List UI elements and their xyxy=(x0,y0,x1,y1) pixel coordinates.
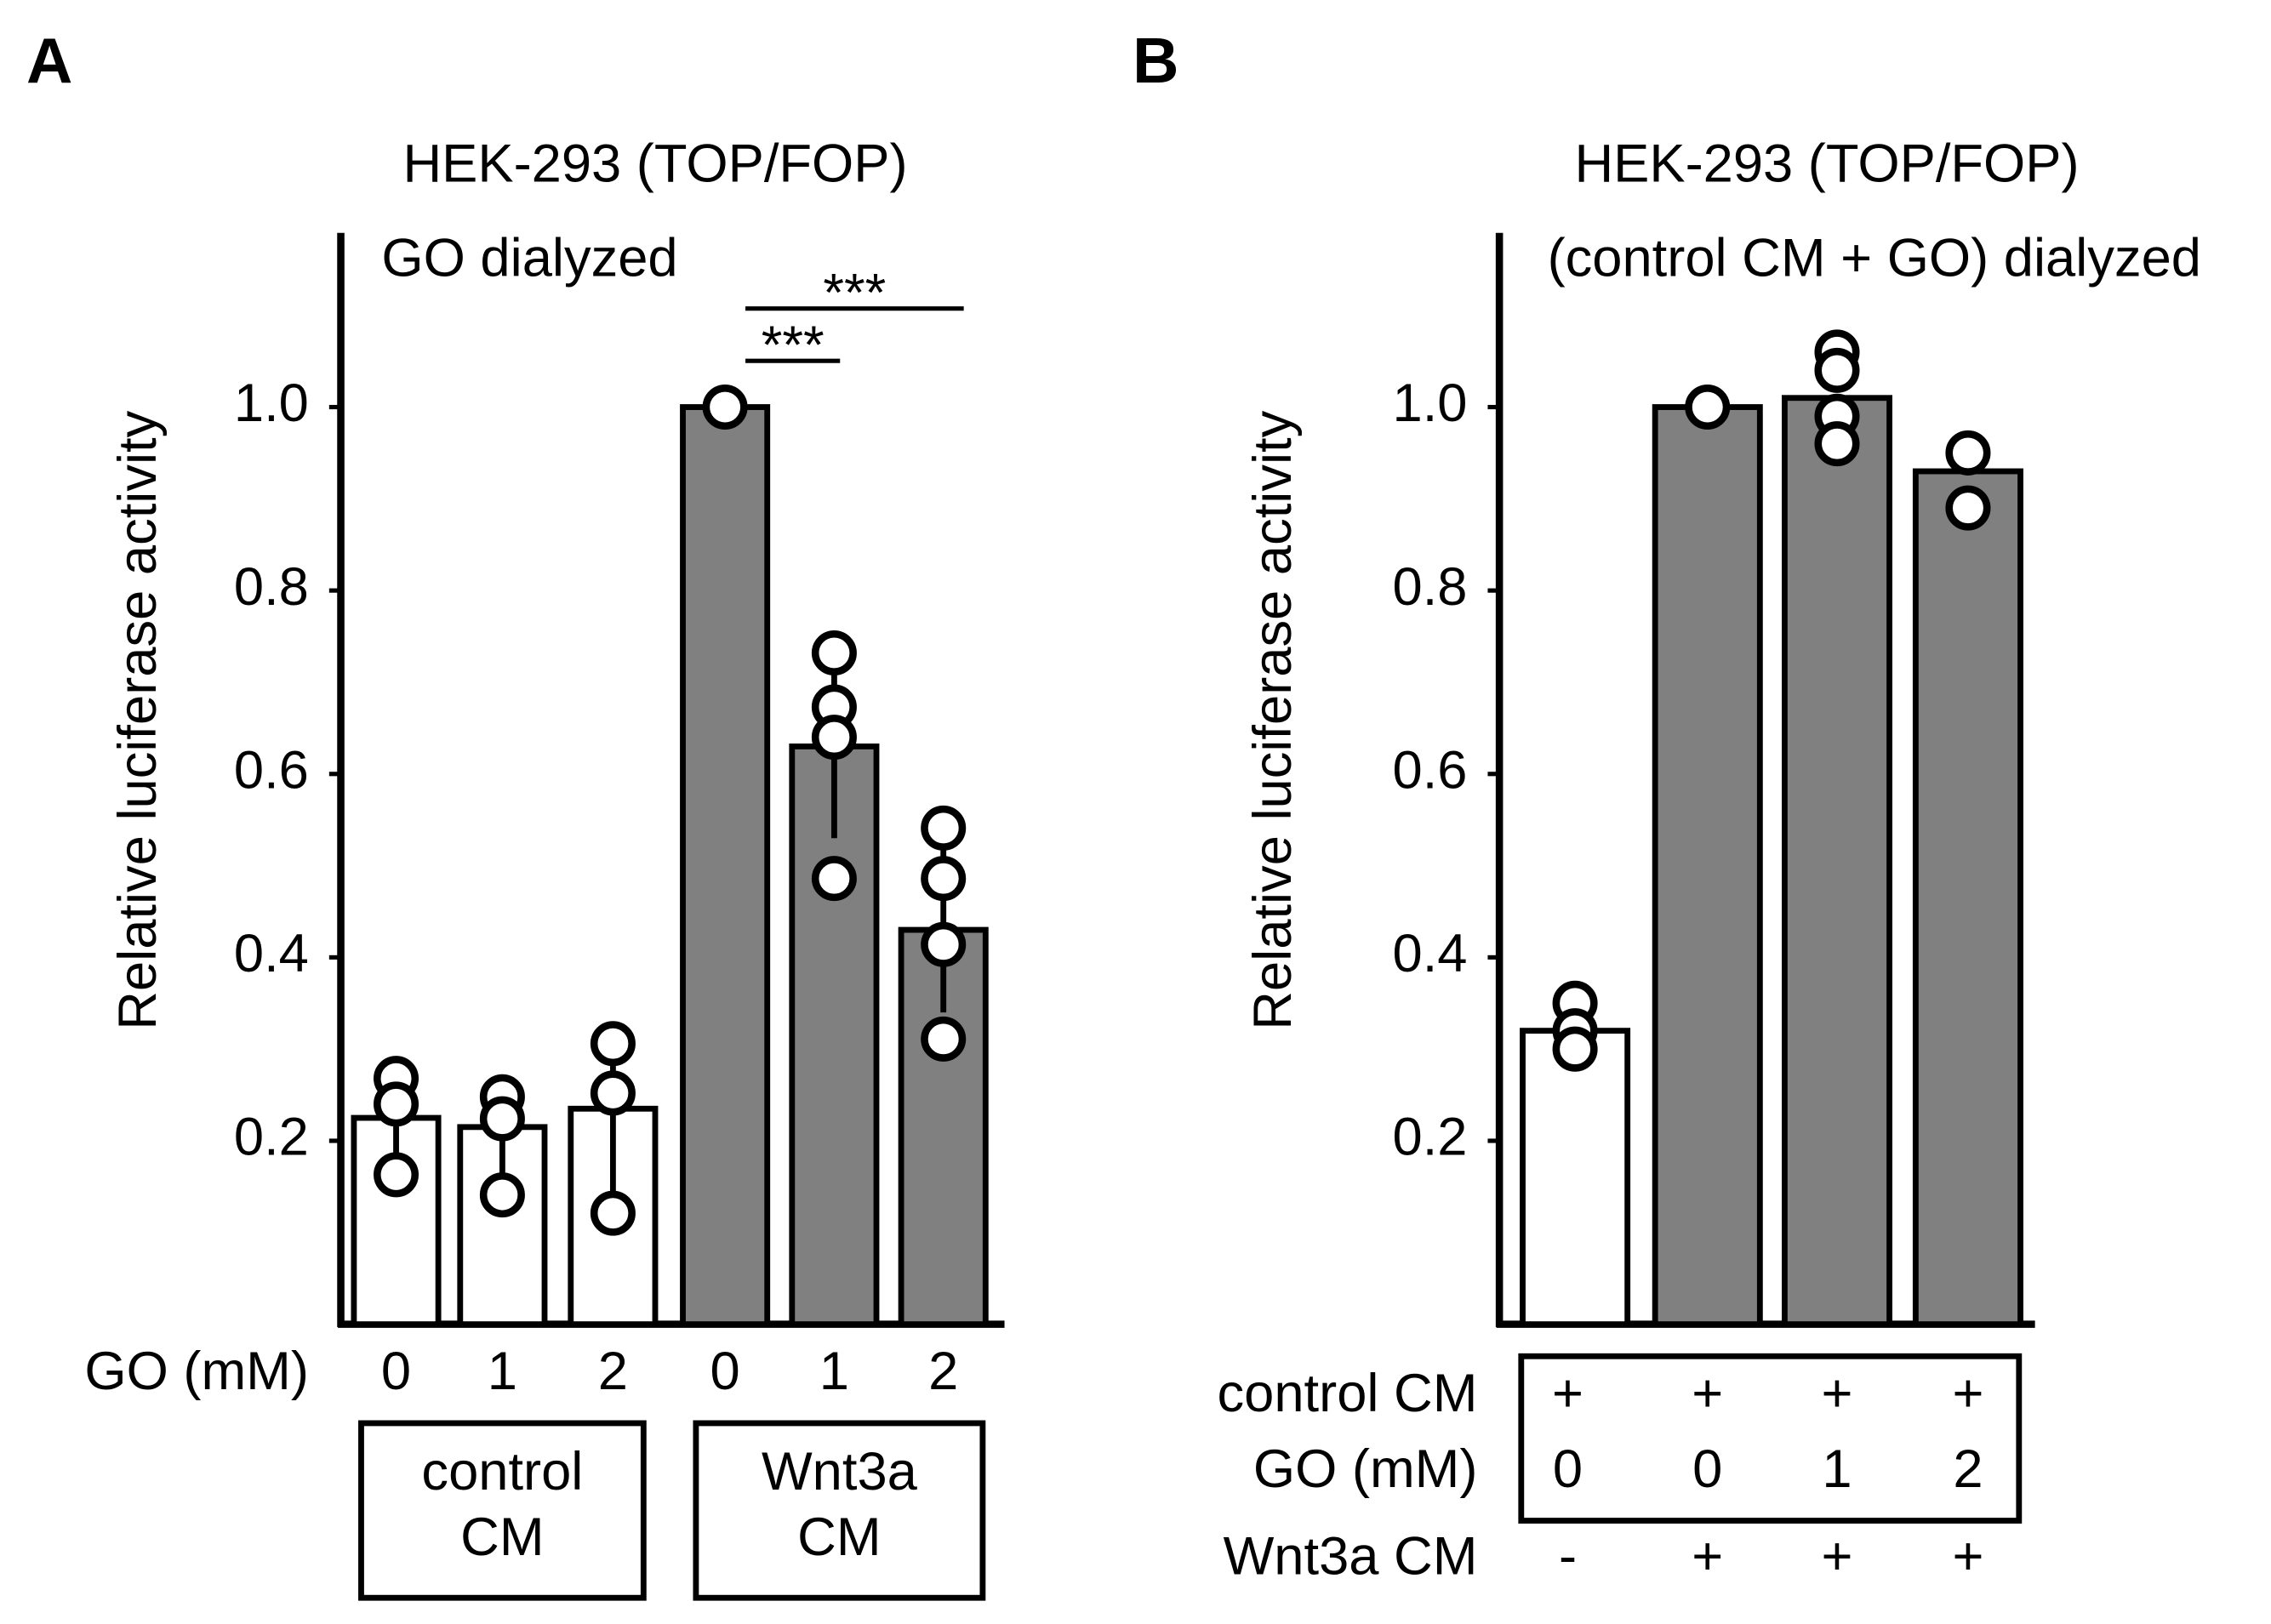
data-point xyxy=(479,1096,525,1142)
data-point xyxy=(590,1190,636,1236)
group-label: CM xyxy=(797,1507,881,1567)
row-label: control CM xyxy=(1218,1364,1478,1423)
row-value: + xyxy=(1692,1526,1723,1586)
row-label: Wnt3a CM xyxy=(1224,1526,1478,1586)
bar xyxy=(680,404,771,1328)
y-tick-label: 0.2 xyxy=(234,1108,309,1167)
row-value: 0 xyxy=(1692,1439,1722,1499)
y-tick-label: 0.4 xyxy=(1393,924,1468,983)
y-tick-label: 0.6 xyxy=(234,740,309,800)
data-point xyxy=(921,921,967,967)
data-point xyxy=(1552,1026,1598,1072)
data-point xyxy=(590,1021,636,1067)
row-value: + xyxy=(1822,1364,1853,1423)
row-value: + xyxy=(1822,1526,1853,1586)
bar xyxy=(898,926,989,1328)
x-tick-label: 0 xyxy=(381,1342,411,1401)
annotation: GO dialyzed xyxy=(381,229,677,288)
bar xyxy=(1781,395,1892,1328)
y-axis-label: Relative luciferase activity xyxy=(108,410,168,1029)
data-point xyxy=(1685,385,1731,430)
y-tick-label: 0.8 xyxy=(234,557,309,617)
data-point xyxy=(1945,485,1991,531)
x-tick-label: 2 xyxy=(928,1342,958,1401)
chart-title: HEK-293 (TOP/FOP) xyxy=(402,134,907,193)
bar xyxy=(789,744,880,1328)
row-value: 1 xyxy=(1822,1439,1852,1499)
y-tick-label: 0.6 xyxy=(1393,740,1468,800)
group-label: control xyxy=(421,1442,583,1501)
row-value: + xyxy=(1552,1364,1583,1423)
x-axis-label: GO (mM) xyxy=(84,1342,309,1401)
data-point xyxy=(811,630,857,675)
row-value: + xyxy=(1692,1364,1723,1423)
x-tick-label: 2 xyxy=(598,1342,628,1401)
data-point xyxy=(921,1016,967,1062)
row-value: + xyxy=(1952,1364,1983,1423)
y-tick-label: 1.0 xyxy=(234,373,309,433)
data-point xyxy=(1814,347,1860,393)
row-value: 0 xyxy=(1553,1439,1583,1499)
y-axis-label: Relative luciferase activity xyxy=(1243,410,1303,1029)
data-point xyxy=(374,1152,419,1198)
panel-label: B xyxy=(1133,25,1178,96)
data-point xyxy=(1945,430,1991,476)
chart-title: HEK-293 (TOP/FOP) xyxy=(1574,134,2079,193)
panel-label: A xyxy=(26,25,72,96)
bar xyxy=(1652,404,1763,1328)
data-point xyxy=(811,856,857,902)
x-tick-label: 1 xyxy=(488,1342,517,1401)
row-value: - xyxy=(1559,1526,1577,1586)
bar xyxy=(1520,1028,1631,1328)
x-tick-label: 1 xyxy=(819,1342,849,1401)
bar xyxy=(1912,468,2023,1328)
data-point xyxy=(702,385,748,430)
data-point xyxy=(590,1070,636,1116)
y-tick-label: 0.8 xyxy=(1393,557,1468,617)
y-tick-label: 1.0 xyxy=(1393,373,1468,433)
significance-label: *** xyxy=(823,264,886,323)
condition-box xyxy=(1518,1353,2023,1524)
row-value: + xyxy=(1952,1526,1983,1586)
y-tick-label: 0.4 xyxy=(234,924,309,983)
x-tick-label: 0 xyxy=(710,1342,740,1401)
significance-label: *** xyxy=(762,316,825,375)
data-point xyxy=(811,715,857,761)
y-tick-label: 0.2 xyxy=(1393,1108,1468,1167)
row-label: GO (mM) xyxy=(1253,1439,1478,1499)
data-point xyxy=(374,1081,419,1127)
group-box xyxy=(693,1420,986,1601)
annotation: (control CM + GO) dialyzed xyxy=(1548,229,2201,288)
group-label: Wnt3a xyxy=(762,1442,918,1501)
data-point xyxy=(479,1172,525,1218)
group-label: CM xyxy=(460,1507,544,1567)
data-point xyxy=(1814,421,1860,467)
row-value: 2 xyxy=(1953,1439,1983,1499)
group-box xyxy=(358,1420,647,1601)
data-point xyxy=(921,805,967,851)
data-point xyxy=(921,856,967,902)
